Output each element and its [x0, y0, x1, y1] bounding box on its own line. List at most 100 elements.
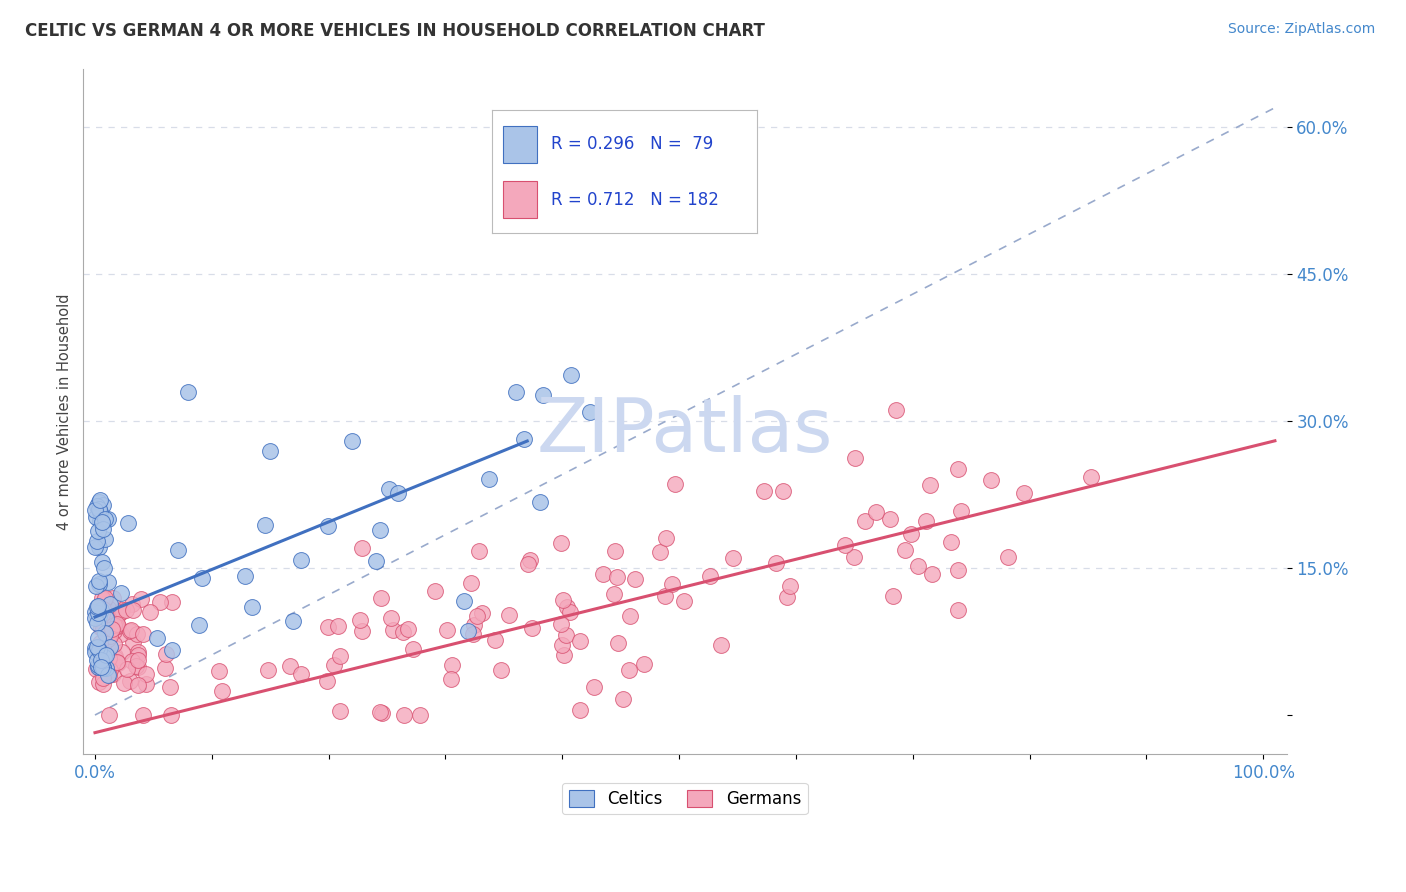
Point: [97, 575, 120, 590]
Point: [94, 610, 117, 624]
Point: [329, 649, 352, 664]
Point: [132, 627, 155, 641]
Point: [779, 578, 801, 592]
Point: [104, 648, 127, 663]
Point: [120, 624, 142, 638]
Point: [111, 603, 134, 617]
Point: [453, 594, 475, 608]
Point: [103, 637, 125, 651]
Point: [93, 592, 115, 607]
Point: [290, 552, 312, 566]
Point: [101, 622, 124, 636]
Point: [87, 601, 110, 615]
Point: [98, 663, 121, 677]
Point: [87, 659, 110, 673]
Point: [498, 607, 520, 622]
Point: [84, 579, 107, 593]
Point: [177, 384, 200, 399]
Point: [87, 642, 110, 657]
Point: [89, 636, 111, 650]
Point: [93, 561, 115, 575]
Point: [834, 538, 856, 552]
Point: [127, 627, 149, 641]
Point: [550, 536, 572, 550]
Point: [118, 674, 141, 689]
Point: [84, 503, 107, 517]
Point: [370, 523, 392, 537]
Point: [86, 600, 108, 615]
Point: [624, 572, 647, 586]
Point: [146, 631, 169, 645]
Point: [107, 607, 129, 622]
Point: [166, 543, 188, 558]
Point: [91, 653, 114, 667]
Point: [100, 611, 122, 625]
Point: [127, 645, 149, 659]
Point: [946, 462, 969, 476]
Point: [87, 501, 110, 516]
Point: [602, 586, 624, 600]
Point: [97, 601, 120, 615]
Point: [84, 645, 107, 659]
Point: [579, 405, 602, 419]
Point: [120, 623, 142, 637]
Point: [96, 628, 118, 642]
Point: [568, 703, 591, 717]
Point: [946, 563, 969, 577]
Point: [91, 622, 114, 636]
Point: [633, 657, 655, 672]
Point: [765, 556, 787, 570]
Point: [517, 557, 540, 571]
Point: [93, 625, 115, 640]
Point: [115, 602, 138, 616]
Point: [155, 647, 177, 661]
Point: [160, 708, 183, 723]
Point: [461, 627, 484, 641]
Text: ZIPatlas: ZIPatlas: [537, 395, 834, 468]
Point: [211, 684, 233, 698]
Point: [513, 432, 536, 446]
Point: [460, 576, 482, 591]
Point: [915, 514, 938, 528]
Point: [612, 691, 634, 706]
Point: [980, 474, 1002, 488]
Point: [409, 708, 432, 723]
Point: [97, 626, 120, 640]
Point: [921, 566, 943, 581]
Legend: Celtics, Germans: Celtics, Germans: [562, 783, 808, 814]
Point: [381, 623, 404, 637]
Point: [900, 526, 922, 541]
Point: [97, 608, 120, 623]
Point: [392, 708, 415, 723]
Point: [648, 545, 671, 559]
Point: [96, 648, 118, 662]
Point: [97, 636, 120, 650]
Point: [950, 503, 973, 517]
Point: [569, 634, 592, 648]
Point: [655, 531, 678, 545]
Point: [191, 571, 214, 585]
Point: [97, 632, 120, 647]
Point: [87, 606, 110, 620]
Point: [97, 668, 120, 682]
Point: [94, 661, 117, 675]
Point: [392, 625, 415, 640]
Point: [316, 620, 339, 634]
Point: [316, 519, 339, 533]
Point: [89, 657, 111, 672]
Point: [90, 603, 112, 617]
Point: [468, 544, 491, 558]
Point: [129, 591, 152, 606]
Point: [94, 511, 117, 525]
Point: [349, 613, 371, 627]
Point: [121, 597, 143, 611]
Point: [86, 640, 108, 655]
Point: [440, 673, 463, 687]
Point: [98, 651, 121, 665]
Point: [112, 676, 135, 690]
Point: [366, 554, 388, 568]
Point: [606, 570, 628, 584]
Point: [87, 576, 110, 591]
Point: [387, 485, 409, 500]
Point: [603, 544, 626, 558]
